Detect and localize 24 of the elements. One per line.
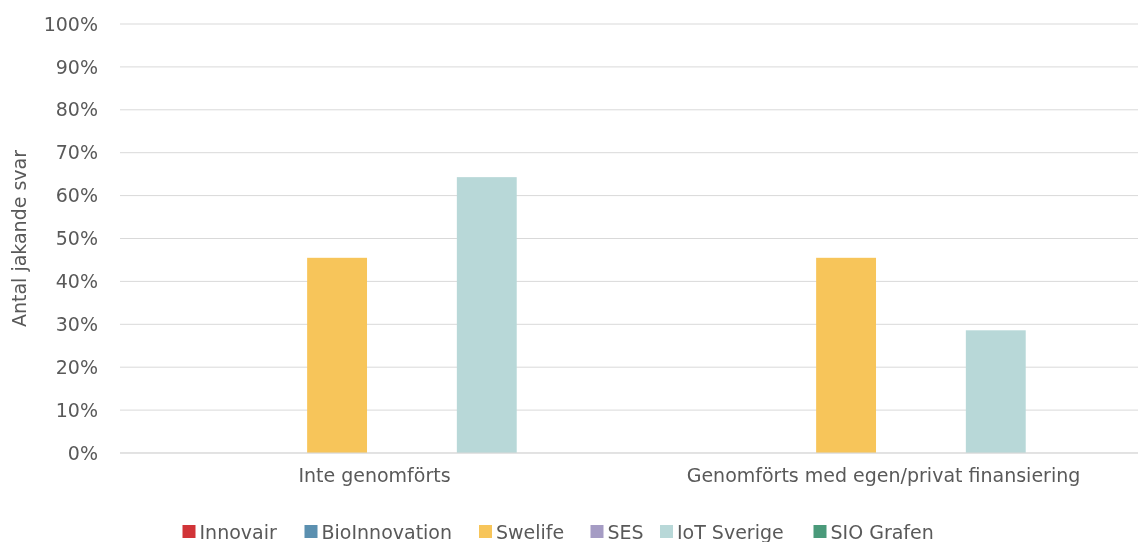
bar (965, 330, 1026, 453)
y-tick-label: 50% (55, 227, 98, 250)
legend-label: IoT Sverige (677, 520, 784, 542)
legend-label: SES (607, 520, 644, 542)
y-tick-label: 0% (67, 441, 98, 464)
y-tick-label: 90% (55, 55, 98, 78)
y-tick-label: 10% (55, 398, 98, 421)
y-tick-label: 20% (55, 355, 98, 378)
bar (456, 177, 517, 453)
y-axis-title: Antal jakande svar (8, 149, 30, 328)
legend-label: Innovair (199, 520, 277, 542)
y-tick-label: 70% (55, 141, 98, 164)
y-tick-label: 60% (55, 184, 98, 207)
legend-label: BioInnovation (321, 520, 453, 542)
y-tick-label: 40% (55, 270, 98, 293)
y-tick-label: 100% (43, 12, 98, 35)
y-tick-label: 30% (55, 312, 98, 335)
x-tick-label: Inte genomförts (298, 464, 451, 486)
legend-label: SIO Grafen (830, 520, 934, 542)
y-tick-label: 80% (55, 98, 98, 121)
x-tick-label: Genomförts med egen/privat finansiering (686, 464, 1081, 486)
bar (307, 257, 368, 453)
bar (816, 257, 877, 453)
legend-label: Swelife (496, 520, 565, 542)
